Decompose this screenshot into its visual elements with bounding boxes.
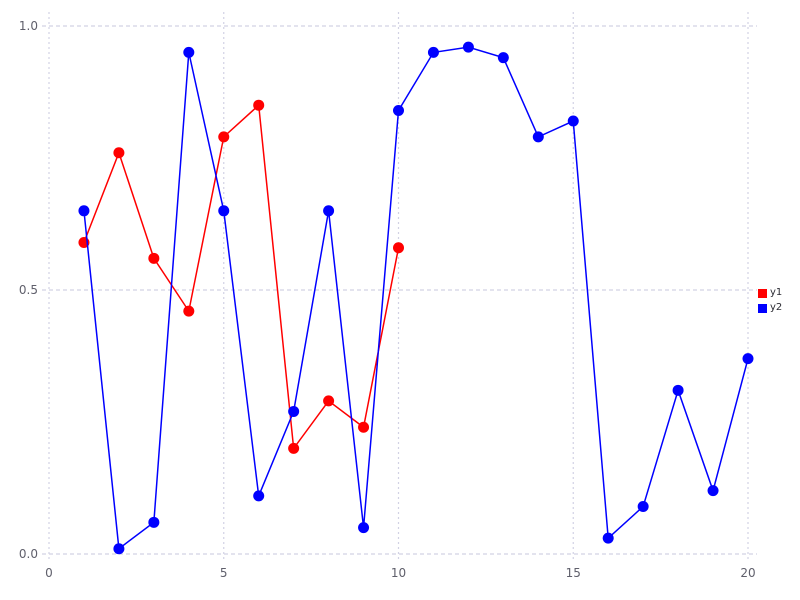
data-point-y1 [148,252,160,264]
legend-item-y2: y2 [758,301,782,315]
data-point-y2 [148,516,160,528]
x-tick-label: 20 [740,566,755,580]
legend-swatch-y2-icon [758,303,767,313]
data-point-y2 [393,104,404,116]
legend-item-y1: y1 [758,286,782,300]
data-point-y2 [288,405,300,417]
legend-swatch-y1-icon [758,288,767,298]
series-line-y1 [83,103,400,451]
data-point-y1 [288,442,300,454]
series-line-y2 [83,46,749,551]
data-point-y2 [323,205,335,217]
data-point-y1 [218,131,230,143]
data-point-y1 [323,395,335,407]
data-point-y2 [462,41,474,53]
data-point-y2 [742,353,754,365]
data-point-y2 [183,46,195,58]
data-point-y2 [707,485,719,497]
data-point-y2 [78,205,90,217]
data-point-y2 [427,46,439,58]
y-tick-label: 1.0 [19,19,38,33]
legend-label-y2: y2 [770,302,783,313]
y-tick-label: 0.5 [19,283,38,297]
x-tick-label: 5 [220,566,228,580]
data-point-y2 [532,131,544,143]
legend: y1 y2 [758,286,782,315]
data-point-y2 [602,532,614,544]
y-tick-label: 0.0 [19,547,38,561]
data-point-y2 [637,500,649,512]
data-point-y2 [497,52,509,64]
data-point-y1 [113,147,125,159]
x-tick-label: 15 [566,566,581,580]
legend-label-y1: y1 [770,287,783,298]
data-point-y2 [113,543,125,555]
data-point-y2 [358,522,370,534]
data-point-y2 [218,205,230,217]
data-point-y2 [567,115,579,127]
data-point-y1 [183,305,195,317]
x-tick-label: 0 [45,566,53,580]
data-point-y1 [358,421,370,433]
data-point-y2 [253,490,265,502]
data-point-y1 [393,242,404,254]
x-tick-label: 10 [391,566,406,580]
data-point-y2 [672,384,684,396]
data-point-y1 [253,99,265,111]
